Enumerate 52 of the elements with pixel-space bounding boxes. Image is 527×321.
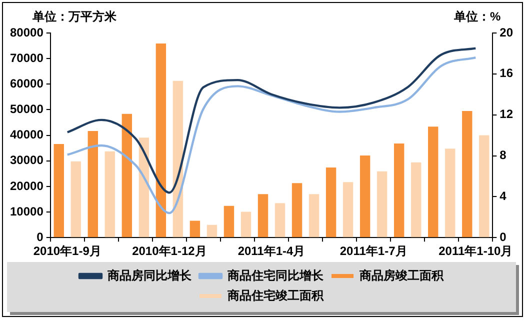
- x-tick-label: 2010年1-12月: [132, 244, 207, 258]
- y-tick-label: 50000: [10, 102, 44, 116]
- y-tick-label: 0: [36, 230, 44, 244]
- bar: [411, 162, 422, 238]
- line-series: [66, 47, 477, 194]
- bar: [156, 43, 166, 238]
- x-tick-label: 2011年1-4月: [238, 244, 306, 258]
- bar: [258, 194, 268, 238]
- bar: [122, 114, 132, 238]
- y2-tick-label: 4: [500, 188, 507, 203]
- bar: [342, 182, 354, 238]
- x-tick-label: 2011年1-7月: [340, 244, 408, 258]
- y-tick-label: 70000: [10, 50, 44, 65]
- bar: [479, 135, 490, 238]
- bar: [376, 171, 388, 238]
- y2-tick-label: 0: [500, 230, 507, 244]
- y2-tick-label: 8: [500, 148, 507, 162]
- bar: [428, 126, 438, 238]
- bar: [240, 212, 252, 238]
- y-tick-label: 30000: [10, 153, 44, 168]
- bar: [274, 203, 286, 238]
- legend-label: 商品住宅竣工面积: [226, 288, 324, 302]
- bar: [104, 151, 116, 238]
- legend-label: 商品住宅同比增长: [226, 268, 324, 282]
- x-tick-label: 2010年1-9月: [33, 244, 102, 258]
- bar: [206, 224, 218, 238]
- bar: [462, 111, 472, 238]
- bar: [190, 220, 200, 238]
- y2-tick-label: 20: [500, 25, 514, 40]
- line-series: [66, 56, 477, 214]
- y2-tick-label: 12: [500, 107, 514, 122]
- bar: [224, 206, 234, 238]
- y-tick-label: 40000: [10, 128, 44, 142]
- legend-label: 商品房竣工面积: [358, 268, 444, 282]
- bar: [308, 194, 320, 238]
- bar: [326, 168, 336, 238]
- bar: [88, 130, 98, 238]
- bar: [445, 148, 456, 238]
- bar: [360, 156, 370, 238]
- x-tick-label: 2011年1-10月: [438, 244, 513, 258]
- y-tick-label: 20000: [10, 178, 44, 193]
- legend-label: 商品房同比增长: [106, 268, 192, 282]
- y2-tick-label: 16: [500, 66, 514, 80]
- y-tick-label: 80000: [10, 25, 44, 40]
- bar: [292, 183, 302, 238]
- y-axis-title: 单位：万平方米: [31, 9, 118, 24]
- y2-axis-title: 单位：%: [452, 9, 501, 24]
- bar: [70, 161, 81, 238]
- y-tick-label: 60000: [10, 76, 44, 90]
- bar: [394, 143, 404, 238]
- y-tick-label: 10000: [10, 204, 44, 218]
- bar: [54, 144, 64, 238]
